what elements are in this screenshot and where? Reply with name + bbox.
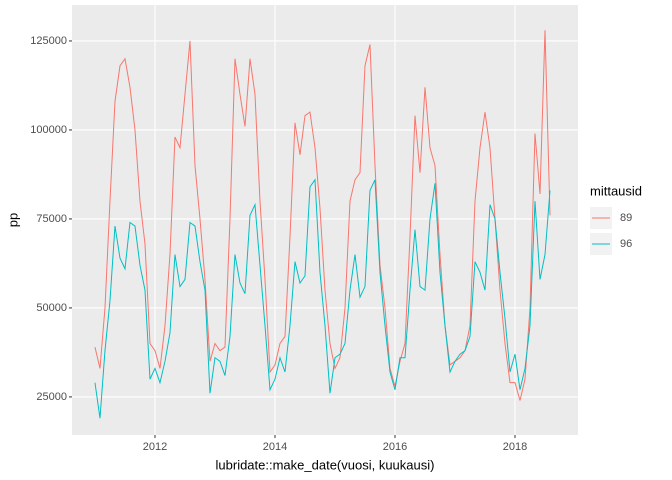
x-tick-label: 2014: [263, 441, 287, 453]
x-tick-label: 2018: [503, 441, 527, 453]
y-tick-label: 75000: [36, 213, 67, 225]
legend-label: 96: [620, 238, 632, 250]
y-tick-label: 50000: [36, 302, 67, 314]
x-axis-title: lubridate::make_date(vuosi, kuukausi): [216, 457, 435, 472]
series-line: [94, 30, 551, 401]
legend-label: 89: [620, 212, 632, 224]
x-tick-label: 2016: [383, 441, 407, 453]
y-tick-label: 125000: [30, 35, 67, 47]
y-axis-title: pp: [5, 213, 20, 227]
legend-title: mittausid: [590, 183, 642, 198]
panel: [72, 5, 578, 435]
y-tick-label: 100000: [30, 124, 67, 136]
series-line: [94, 178, 551, 419]
y-tick-label: 25000: [36, 391, 67, 403]
x-tick-label: 2012: [143, 441, 167, 453]
